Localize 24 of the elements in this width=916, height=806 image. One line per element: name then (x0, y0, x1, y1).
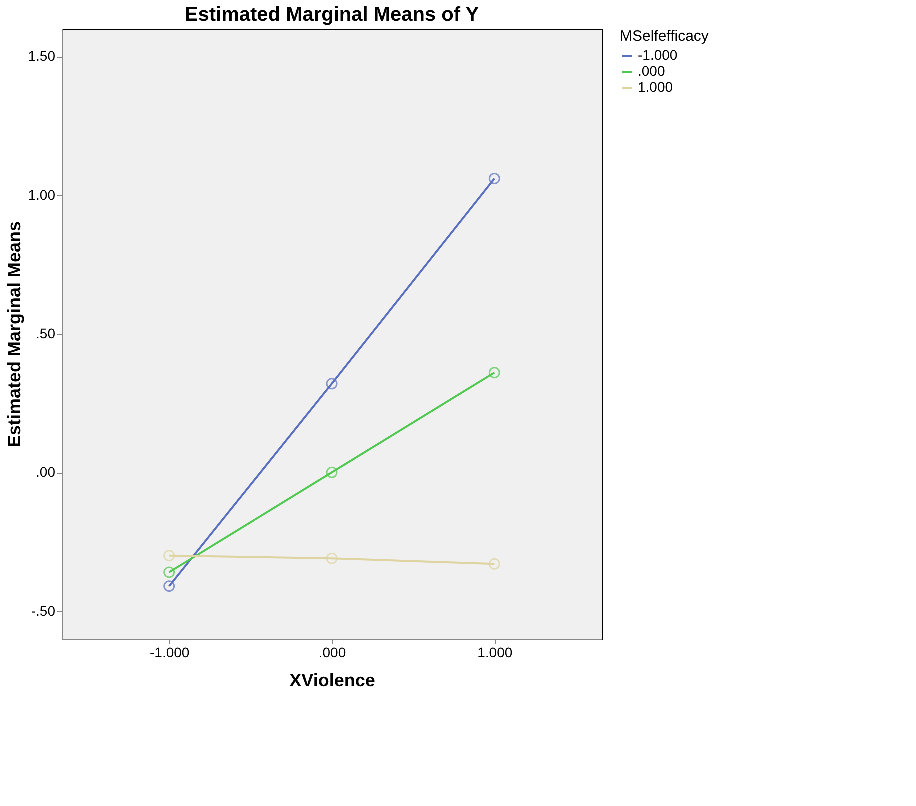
point (164, 550, 176, 562)
point (488, 558, 500, 570)
point (164, 566, 176, 578)
x-axis-title: XViolence (290, 670, 376, 690)
chart-title: Estimated Marginal Means of Y (184, 4, 480, 26)
point (326, 466, 338, 478)
point (488, 367, 500, 379)
x-tick-label: -1.000 (150, 644, 190, 660)
y-axis-title: Estimated Marginal Means (4, 221, 24, 448)
y-tick-label: .00 (36, 464, 56, 480)
point (164, 580, 176, 592)
y-tick-label: 1.00 (28, 186, 56, 203)
legend-label: -1.000 (638, 47, 678, 63)
x-tick-label: 1.000 (478, 644, 513, 660)
point (326, 552, 338, 564)
legend-title: MSelfefficacy (620, 28, 710, 45)
x-tick-label: .000 (318, 644, 346, 660)
point (326, 378, 338, 390)
y-tick-label: .50 (36, 326, 56, 342)
legend-label: 1.000 (638, 79, 674, 95)
y-tick-label: 1.50 (28, 48, 56, 64)
y-tick-label: -.50 (31, 602, 56, 619)
legend-label: .000 (638, 63, 666, 79)
point (488, 172, 500, 184)
